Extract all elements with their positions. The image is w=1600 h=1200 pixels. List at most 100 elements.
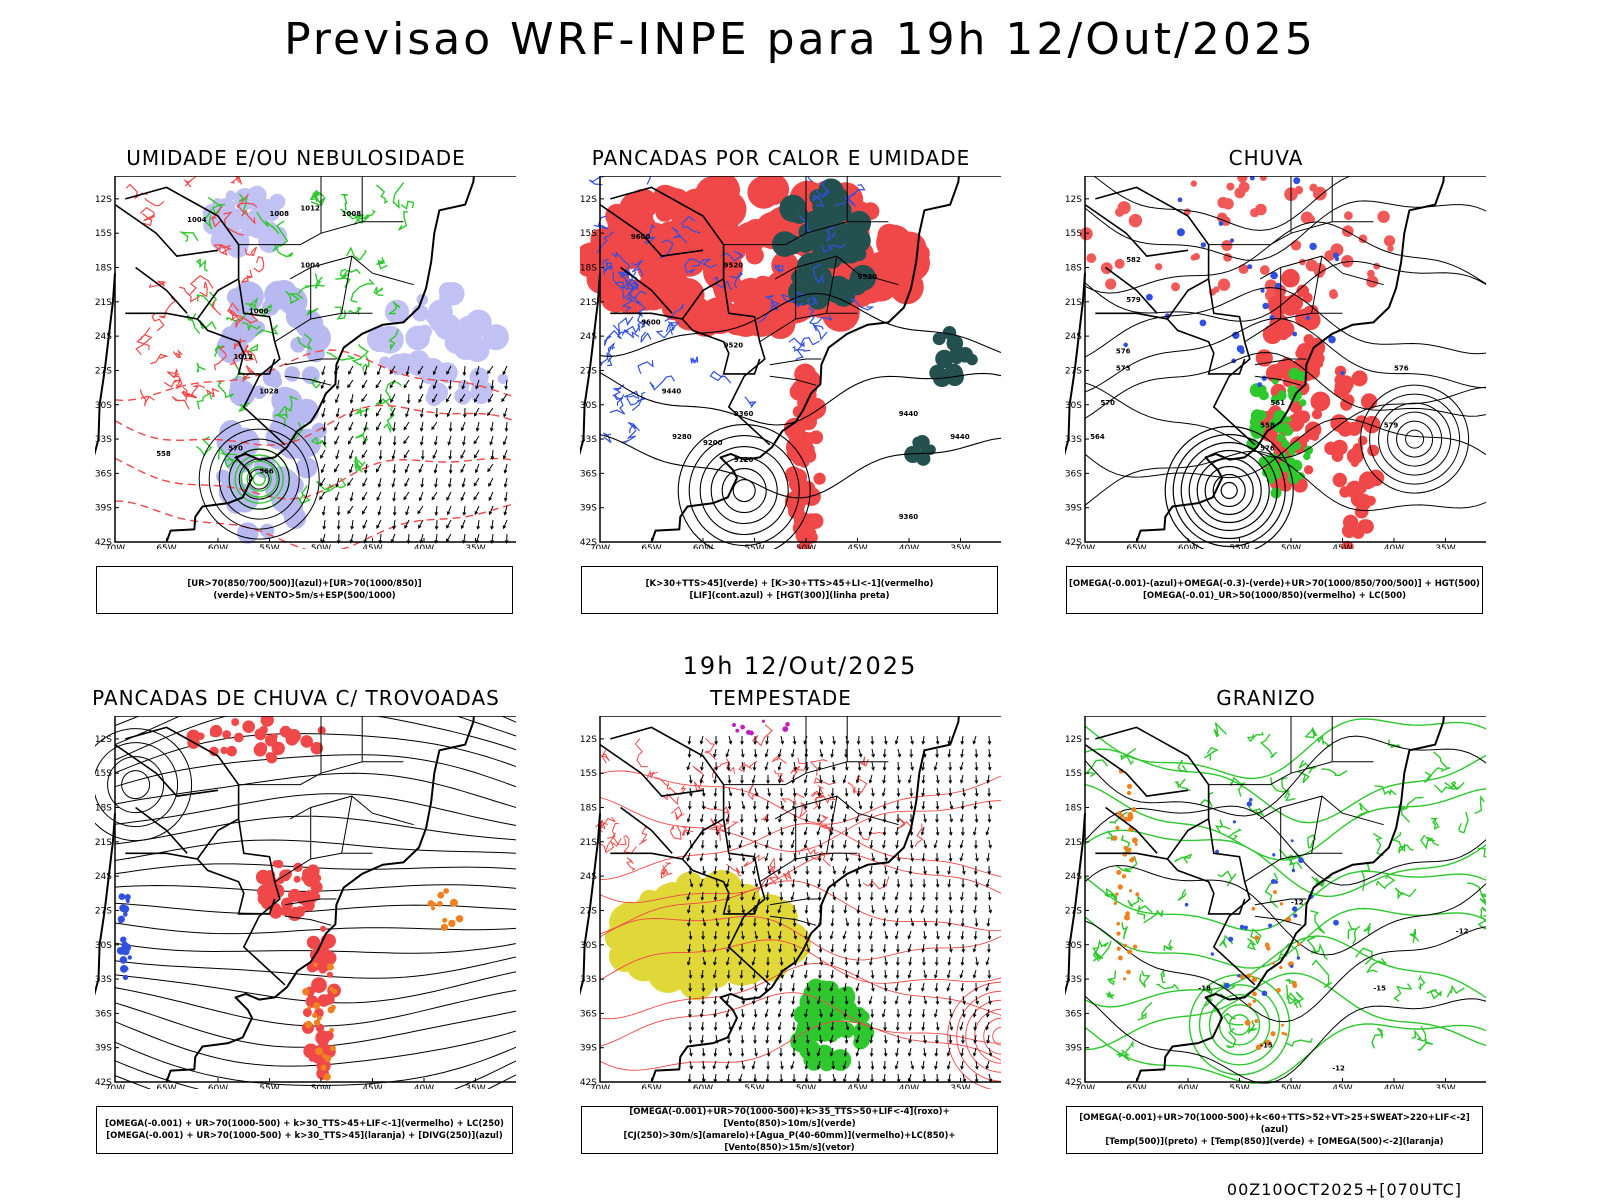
field-blob [1273, 890, 1277, 895]
wind-arrow [843, 839, 847, 849]
lon-label: 40W [1384, 1084, 1404, 1089]
wind-arrow [920, 904, 925, 914]
field-blob [1367, 444, 1380, 457]
wind-arrow [445, 533, 452, 543]
lon-label: 40W [1384, 544, 1404, 549]
map-frame [1084, 716, 1486, 1083]
contour-segment [646, 176, 662, 185]
field-blob [1289, 400, 1303, 414]
wind-arrow [923, 969, 928, 979]
wind-arrow [699, 774, 704, 784]
field-blob [818, 178, 844, 204]
field-blob [209, 729, 218, 737]
wind-arrow [791, 878, 796, 888]
wind-arrow [726, 969, 731, 980]
wind-arrow [361, 379, 368, 389]
field-blob [1293, 913, 1298, 918]
wind-arrow [869, 878, 874, 889]
state-line [774, 795, 899, 826]
lon-label: 65W [1126, 544, 1146, 549]
wind-arrow [961, 1034, 965, 1045]
field-blob [1269, 305, 1276, 313]
field-blob [1350, 459, 1359, 468]
map-pancadas-calor: 9600952095209600952094409440936092809200… [580, 176, 1001, 549]
field-blob [1122, 851, 1128, 857]
field-blob [312, 1012, 318, 1019]
field-blob [228, 379, 256, 407]
wind-arrow [392, 421, 396, 432]
wind-arrow [335, 477, 340, 488]
state-line [1254, 915, 1302, 926]
coastline [580, 176, 960, 543]
contour-line [1084, 1023, 1486, 1084]
contour-ring [1196, 457, 1262, 524]
field-blob [1261, 375, 1267, 381]
legend-line: [Temp(500)](preto) + [Temp(850)](verde) … [1105, 1137, 1444, 1147]
closed-contours [1164, 425, 1294, 549]
wind-arrow [845, 917, 850, 927]
contour-segment [790, 765, 801, 780]
wind-arrow [417, 505, 424, 515]
wind-arrow [947, 956, 952, 966]
lat-label: 30S [95, 401, 112, 411]
contour-segment [340, 268, 361, 288]
contour-ring [95, 742, 179, 828]
wind-arrow [766, 957, 770, 967]
contour-segment [297, 485, 311, 505]
field-blob [1281, 1023, 1284, 1027]
wind-arrow [392, 435, 397, 447]
field-blob [1124, 914, 1130, 921]
wind-arrow [988, 904, 993, 914]
field-blob [825, 1029, 839, 1043]
contour-line [599, 916, 1001, 961]
field-blob [122, 965, 127, 970]
wind-arrow [791, 982, 796, 993]
wind-arrow [503, 407, 508, 418]
field-blob [755, 932, 791, 968]
wind-arrow [474, 407, 480, 417]
contour-ring [107, 756, 165, 814]
legend-line: [UR>70(850/700/500)](azul)+[UR>70(1000/8… [187, 579, 422, 601]
wind-arrow [350, 519, 354, 530]
wind-arrow [793, 865, 797, 875]
state-line [1244, 312, 1343, 343]
wind-arrow [974, 982, 979, 993]
wind-arrow [959, 839, 964, 849]
wind-arrow [908, 1021, 912, 1031]
field-blob [288, 888, 302, 902]
field-blob [1292, 983, 1298, 988]
field-blob [1116, 946, 1121, 951]
wind-arrow [766, 1060, 771, 1071]
wind-arrow [349, 407, 354, 418]
wind-arrow [985, 1060, 990, 1070]
wind-arrow [884, 956, 888, 966]
field-blob [277, 876, 285, 884]
wind-arrow [766, 775, 770, 785]
wind-arrow [922, 1073, 927, 1084]
lon-label: 70W [590, 544, 610, 549]
wind-arrow [790, 748, 795, 758]
wind-arrow [713, 865, 717, 875]
field-blob [431, 906, 436, 911]
wind-arrow [432, 393, 438, 403]
lat-label: 39S [95, 1044, 112, 1054]
wind-arrow [686, 956, 691, 966]
lat-label: 15S [95, 769, 112, 779]
wind-arrow [804, 813, 809, 824]
field-blob [1224, 982, 1230, 989]
wind-arrow [988, 800, 993, 810]
wind-arrow [766, 1047, 771, 1058]
wind-arrow [728, 982, 732, 992]
wind-arrow [988, 839, 992, 849]
contour-segment [229, 348, 248, 367]
field-blobs [580, 176, 930, 339]
field-blob [1112, 835, 1118, 841]
wind-arrow [460, 519, 466, 530]
wind-arrow [972, 826, 977, 836]
wind-arrow [686, 826, 691, 836]
wind-arrow [754, 930, 759, 940]
contour-segment [631, 259, 644, 277]
field-blob [1116, 931, 1121, 936]
wind-arrow [817, 1021, 822, 1032]
legend-line: [K>30+TTS>45](verde) + [K>30+TTS>45+LI<-… [645, 579, 934, 589]
